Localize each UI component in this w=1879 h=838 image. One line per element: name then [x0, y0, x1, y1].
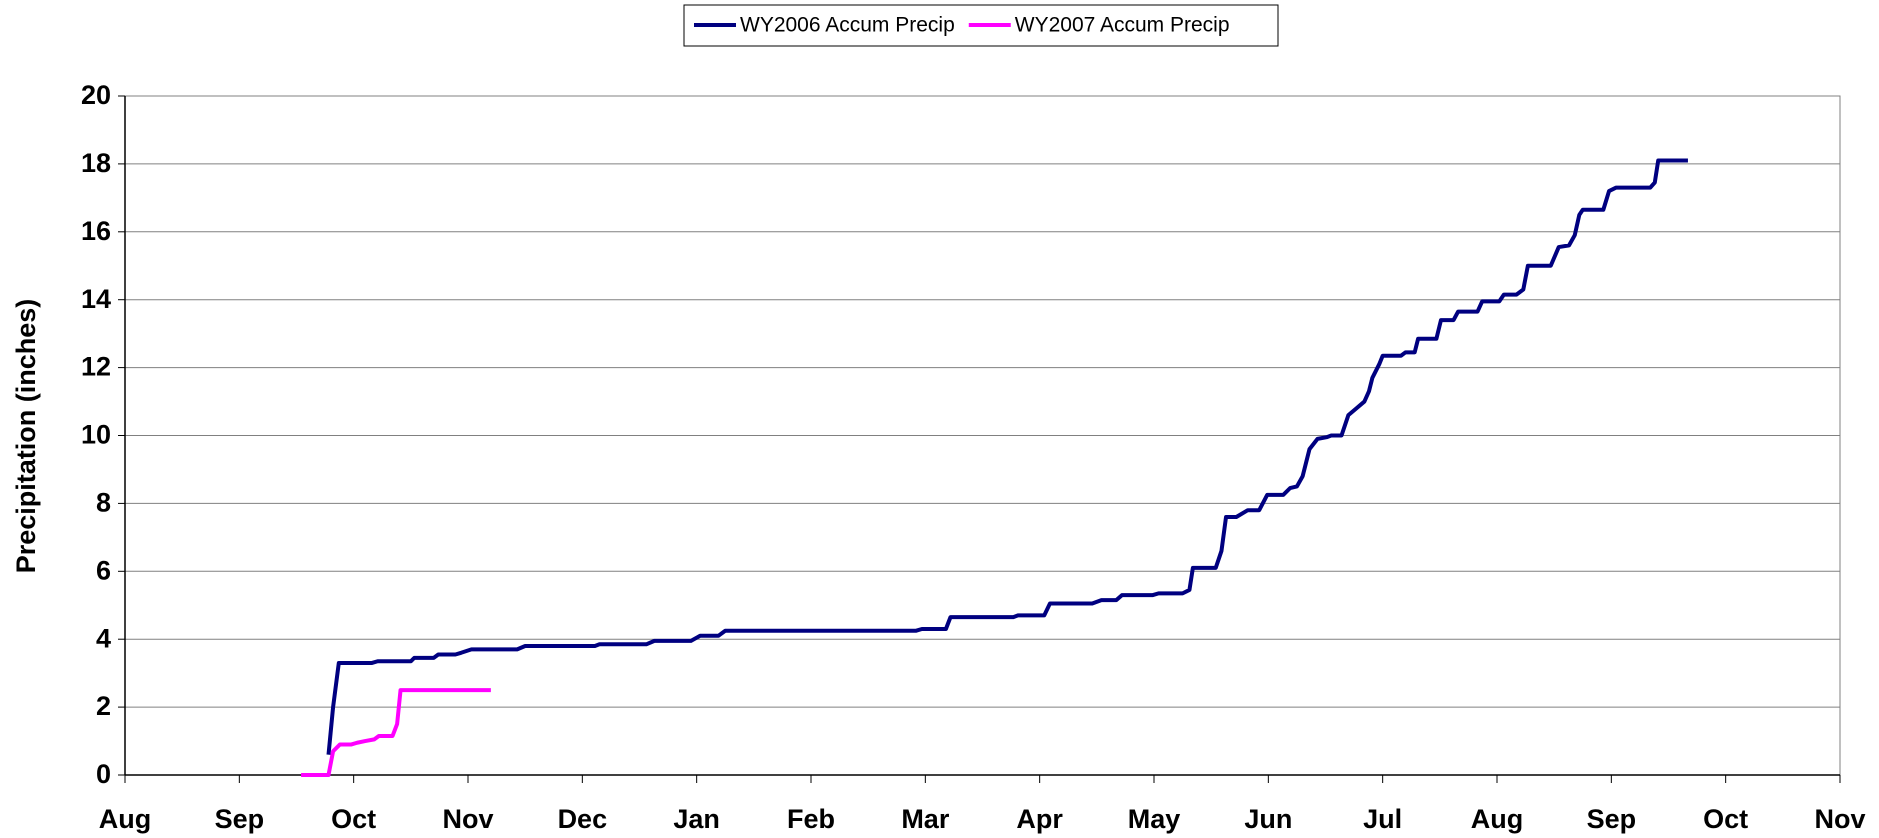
series-line — [326, 158, 1688, 755]
x-tick-label: Oct — [1703, 804, 1748, 834]
x-tick-label: Aug — [1471, 804, 1523, 834]
y-tick-label: 10 — [81, 420, 111, 450]
x-tick-label: Nov — [1814, 804, 1865, 834]
legend-label: WY2007 Accum Precip — [1015, 14, 1230, 37]
y-tick-label: 6 — [96, 555, 111, 585]
y-tick-label: 18 — [81, 148, 111, 178]
y-tick-label: 14 — [81, 284, 111, 314]
y-tick-label: 8 — [96, 488, 111, 518]
x-tick-label: Jul — [1363, 804, 1402, 834]
x-tick-label: Aug — [99, 804, 151, 834]
x-tick-label: Sep — [1587, 804, 1637, 834]
x-tick-label: Jan — [673, 804, 720, 834]
x-tick-label: Nov — [442, 804, 493, 834]
series-line — [301, 688, 491, 777]
x-tick-label: Feb — [787, 804, 835, 834]
y-tick-label: 2 — [96, 691, 111, 721]
y-tick-label: 0 — [96, 759, 111, 789]
x-tick-label: Jun — [1244, 804, 1292, 834]
x-tick-label: Oct — [331, 804, 376, 834]
x-tick-label: May — [1128, 804, 1181, 834]
x-tick-label: Apr — [1016, 804, 1063, 834]
y-tick-label: 20 — [81, 80, 111, 110]
y-tick-label: 16 — [81, 216, 111, 246]
legend-label: WY2006 Accum Precip — [740, 14, 955, 37]
x-tick-label: Dec — [558, 804, 608, 834]
x-tick-label: Sep — [215, 804, 265, 834]
y-tick-label: 12 — [81, 352, 111, 382]
y-axis-label: Precipitation (inches) — [11, 299, 41, 574]
y-tick-label: 4 — [96, 623, 111, 653]
x-tick-label: Mar — [901, 804, 950, 834]
